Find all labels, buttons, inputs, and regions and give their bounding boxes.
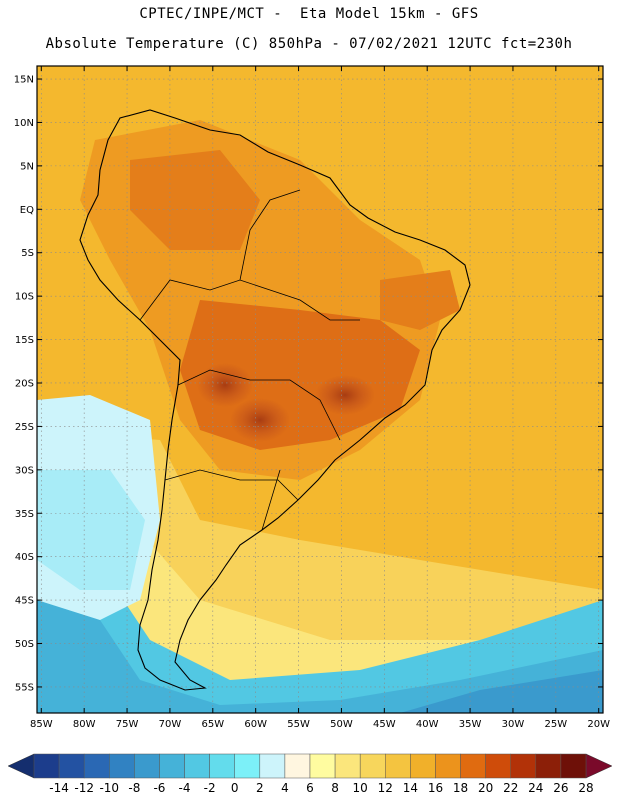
country-borders <box>139 189 360 531</box>
colorbar-label: 14 <box>403 781 418 795</box>
colorbar-label: -2 <box>204 781 216 795</box>
colorbar-label: 2 <box>256 781 264 795</box>
lon-label: 70W <box>159 719 182 730</box>
temperature-field <box>37 66 603 713</box>
colorbar-label: 4 <box>281 781 289 795</box>
lat-label: 5S <box>21 248 34 259</box>
lat-label: 40S <box>15 552 34 563</box>
colorbar-swatch <box>560 753 587 779</box>
colorbar-swatch <box>184 753 210 779</box>
lon-label: 65W <box>201 719 224 730</box>
lon-label: 20W <box>587 719 610 730</box>
colorbar-label: 22 <box>503 781 518 795</box>
lat-label: 30S <box>15 465 34 476</box>
colorbar-swatch <box>385 753 411 779</box>
colorbar-label: 26 <box>553 781 568 795</box>
colorbar-swatch <box>410 753 436 779</box>
lon-label: 40W <box>416 719 439 730</box>
lat-label: 15S <box>15 335 34 346</box>
colorbar-swatch <box>284 753 311 779</box>
colorbar-arrow-right <box>585 753 613 779</box>
colorbar-swatch <box>109 753 135 779</box>
colorbar-swatch <box>485 753 511 779</box>
colorbar-label: 8 <box>331 781 339 795</box>
lon-label: 75W <box>116 719 139 730</box>
lat-label: 15N <box>14 75 34 86</box>
colorbar-swatch <box>83 753 110 779</box>
colorbar-label: 12 <box>378 781 393 795</box>
lat-label: 50S <box>15 639 34 650</box>
lon-label: 25W <box>545 719 568 730</box>
lat-label: EQ <box>20 205 34 216</box>
colorbar-arrow-left <box>7 753 35 779</box>
lon-label: 45W <box>373 719 396 730</box>
colorbar-swatch <box>209 753 235 779</box>
colorbar-label: 28 <box>578 781 593 795</box>
lat-label: 10S <box>15 292 34 303</box>
colorbar-label: -12 <box>74 781 94 795</box>
latitude-labels: 15N 10N 5N EQ 5S 10S 15S 20S 25S 30S 35S 40S 45S 50S 5… <box>14 75 603 693</box>
colorbar: -14 -12 -10 -8 -6 -4 -2 0 2 4 6 8 10 12 14 16 18 20 22 24 26… <box>7 753 613 795</box>
lat-label: 20S <box>15 378 34 389</box>
lat-label: 25S <box>15 422 34 433</box>
colorbar-label: -10 <box>99 781 119 795</box>
lat-label: 5N <box>20 161 34 172</box>
lat-label: 35S <box>15 509 34 520</box>
colorbar-swatch <box>159 753 185 779</box>
lat-label: 45S <box>15 596 34 607</box>
lat-label: 10N <box>14 118 34 129</box>
chart-subtitle: Absolute Temperature (C) 850hPa - 07/02/… <box>45 36 573 52</box>
colorbar-label: -14 <box>49 781 69 795</box>
colorbar-label: 24 <box>528 781 543 795</box>
colorbar-swatch <box>309 753 336 779</box>
map-frame <box>36 65 604 714</box>
lat-label: 55S <box>15 682 34 693</box>
colorbar-swatch <box>460 753 486 779</box>
colorbar-label: 18 <box>453 781 468 795</box>
colorbar-swatch <box>134 753 160 779</box>
lon-label: 35W <box>459 719 482 730</box>
colorbar-swatch <box>535 753 562 779</box>
lon-label: 55W <box>287 719 310 730</box>
colorbar-swatch <box>58 753 85 779</box>
colorbar-label: 20 <box>478 781 493 795</box>
colorbar-label: 6 <box>306 781 314 795</box>
colorbar-swatch <box>234 753 261 779</box>
colorbar-swatch <box>359 753 386 779</box>
colorbar-swatch <box>259 753 286 779</box>
lon-label: 80W <box>73 719 96 730</box>
colorbar-swatch <box>33 753 60 779</box>
lon-label: 85W <box>30 719 53 730</box>
lon-label: 30W <box>502 719 525 730</box>
colorbar-label: -8 <box>128 781 140 795</box>
colorbar-label: -6 <box>153 781 165 795</box>
colorbar-swatch <box>334 753 361 779</box>
colorbar-swatch <box>510 753 537 779</box>
lon-label: 50W <box>330 719 353 730</box>
longitude-labels: 85W 80W 75W 70W 65W 60W 55W 50W 45W 40W 35W 30W 25W 2… <box>30 66 610 730</box>
colorbar-label: 16 <box>428 781 443 795</box>
lon-label: 60W <box>244 719 267 730</box>
colorbar-label: -4 <box>179 781 191 795</box>
colorbar-label: 0 <box>231 781 239 795</box>
colorbar-label: 10 <box>353 781 368 795</box>
chart-title: CPTEC/INPE/MCT - Eta Model 15km - GFS <box>139 6 479 22</box>
colorbar-swatch <box>435 753 461 779</box>
coastline <box>79 109 471 691</box>
